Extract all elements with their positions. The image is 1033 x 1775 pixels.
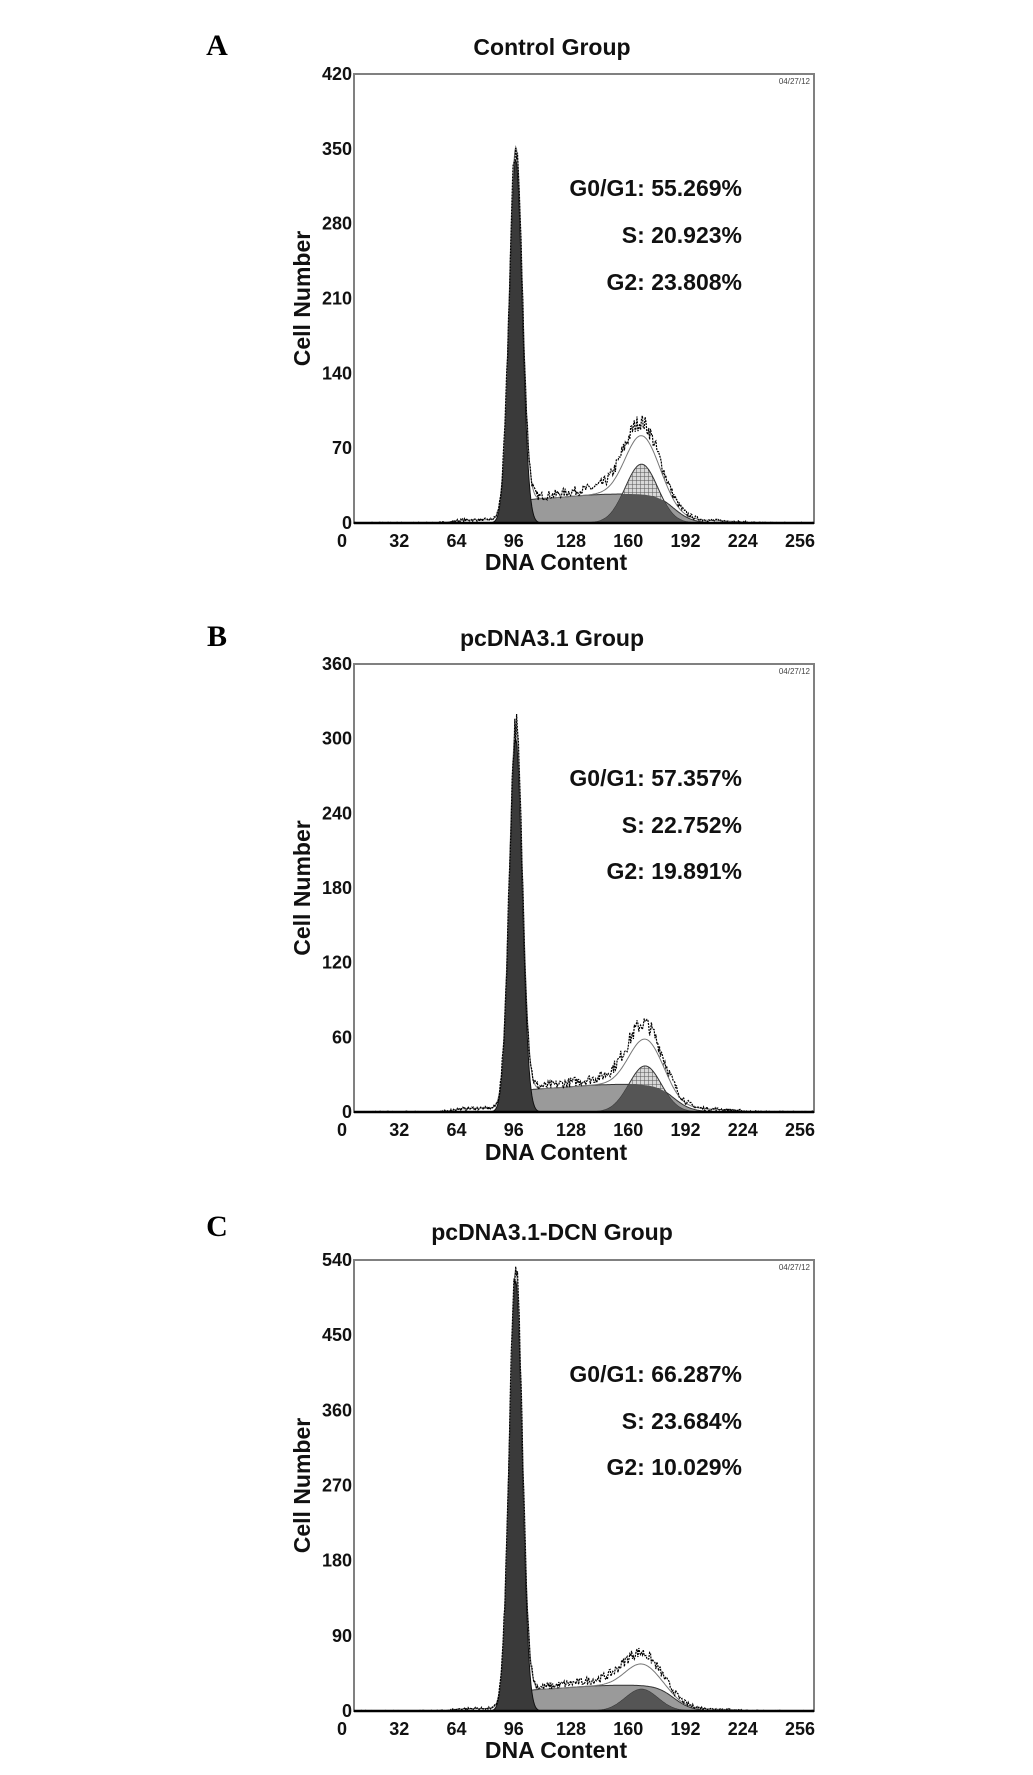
phase-percentage-label: S: 22.752% [622,812,742,838]
x-tick-label: 128 [556,1719,586,1739]
phase-percentage-label: S: 23.684% [622,1408,742,1434]
x-tick-label: 224 [728,1120,758,1140]
x-tick-label: 160 [613,1719,643,1739]
x-tick-label: 64 [446,1719,466,1739]
y-tick-label: 420 [322,64,352,84]
x-tick-label: 192 [670,1719,700,1739]
y-tick-label: 140 [322,363,352,383]
y-tick-label: 0 [342,513,352,533]
x-axis-label: DNA Content [485,1737,628,1763]
y-tick-label: 210 [322,289,352,309]
x-tick-label: 32 [389,1719,409,1739]
x-tick-label: 224 [728,531,758,551]
x-tick-label: 256 [785,531,815,551]
x-tick-label: 32 [389,1120,409,1140]
y-tick-label: 70 [332,438,352,458]
x-tick-label: 128 [556,1120,586,1140]
y-axis-label: Cell Number [289,1418,315,1554]
x-tick-label: 192 [670,531,700,551]
x-tick-label: 192 [670,1120,700,1140]
y-tick-label: 360 [322,654,352,674]
y-tick-label: 120 [322,953,352,973]
histogram-panel-a: A Control Group 04/27/12 0 32 64 96 128 160 192 22… [206,29,815,575]
chart-title: pcDNA3.1 Group [460,625,644,651]
x-tick-label: 224 [728,1719,758,1739]
x-tick-label: 256 [785,1120,815,1140]
y-tick-label: 360 [322,1400,352,1420]
x-tick-label: 64 [446,1120,466,1140]
x-tick-label: 96 [504,1719,524,1739]
x-tick-label: 128 [556,531,586,551]
y-tick-label: 180 [322,878,352,898]
x-axis-label: DNA Content [485,549,628,575]
date-stamp: 04/27/12 [779,1263,811,1272]
phase-percentage-label: G2: 10.029% [606,1454,742,1480]
y-tick-label: 540 [322,1250,352,1270]
x-tick-label: 96 [504,1120,524,1140]
chart-title: pcDNA3.1-DCN Group [431,1219,673,1245]
y-tick-label: 270 [322,1476,352,1496]
phase-percentage-label: G0/G1: 66.287% [569,1361,742,1387]
x-tick-label: 256 [785,1719,815,1739]
y-axis-label: Cell Number [289,231,315,367]
x-axis-label: DNA Content [485,1139,628,1165]
y-tick-label: 180 [322,1551,352,1571]
y-tick-label: 0 [342,1102,352,1122]
x-tick-label: 160 [613,531,643,551]
x-tick-label: 160 [613,1120,643,1140]
phase-percentage-label: G2: 19.891% [606,858,742,884]
plot-frame [353,663,815,1113]
phase-percentage-label: G2: 23.808% [606,269,742,295]
panel-letter: B [207,620,227,653]
chart-title: Control Group [473,34,630,60]
date-stamp: 04/27/12 [779,667,811,676]
x-tick-label: 0 [337,531,347,551]
phase-percentage-label: G0/G1: 55.269% [569,175,742,201]
x-tick-label: 64 [446,531,466,551]
date-stamp: 04/27/12 [779,77,811,86]
panel-letter: A [206,29,228,62]
x-tick-label: 0 [337,1719,347,1739]
y-tick-label: 240 [322,803,352,823]
y-axis-label: Cell Number [289,820,315,956]
raw-histogram-line [353,147,815,525]
plot-frame [353,1259,815,1712]
y-tick-label: 90 [332,1626,352,1646]
panel-letter: C [206,1210,228,1243]
y-tick-label: 0 [342,1701,352,1721]
y-tick-label: 350 [322,139,352,159]
plot-frame [353,73,815,524]
y-tick-label: 450 [322,1325,352,1345]
y-tick-label: 60 [332,1027,352,1047]
x-tick-label: 32 [389,531,409,551]
x-tick-label: 96 [504,531,524,551]
y-tick-label: 280 [322,214,352,234]
y-tick-label: 300 [322,729,352,749]
x-tick-label: 0 [337,1120,347,1140]
phase-percentage-label: S: 20.923% [622,222,742,248]
phase-percentage-label: G0/G1: 57.357% [569,765,742,791]
